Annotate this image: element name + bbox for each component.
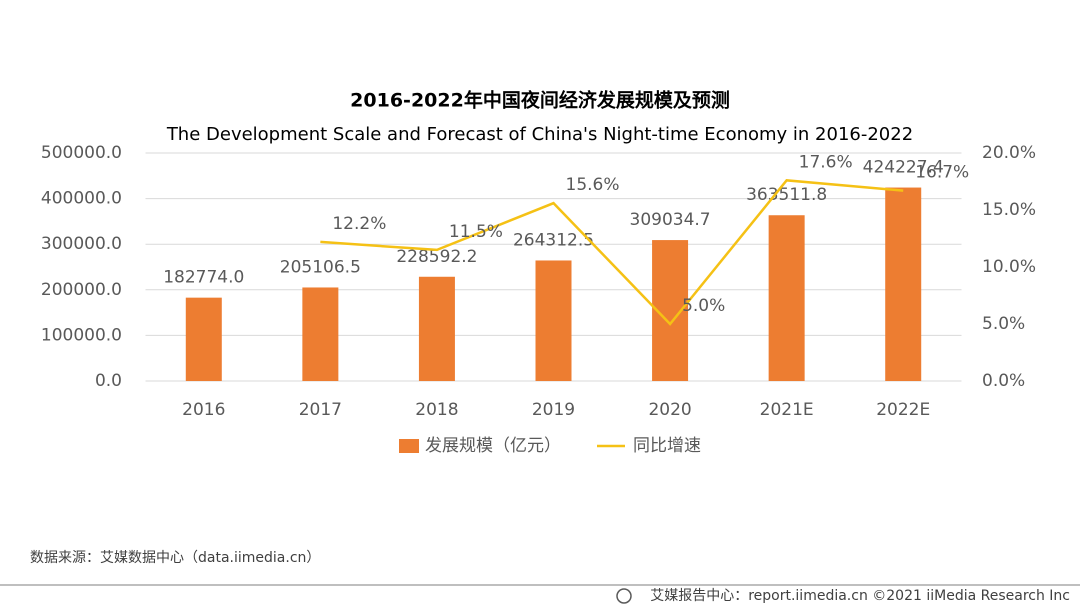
x-tick-label: 2017	[299, 400, 342, 420]
bar-value-label: 205106.5	[280, 257, 361, 277]
footer-icon	[616, 588, 632, 604]
bar	[418, 276, 455, 381]
line-value-label: 11.5%	[449, 222, 503, 242]
y-tick-label: 500000.0	[41, 143, 122, 163]
line-value-label: 17.6%	[799, 152, 853, 172]
line-value-label: 15.6%	[566, 175, 620, 195]
bar	[768, 215, 805, 381]
legend-label: 发展规模（亿元）	[425, 436, 561, 456]
line-value-label: 5.0%	[682, 296, 725, 316]
chart-title: 2016-2022年中国夜间经济发展规模及预测	[350, 89, 730, 112]
y-tick-label: 300000.0	[41, 234, 122, 254]
line-value-label: 16.7%	[915, 163, 969, 183]
x-tick-label: 2018	[415, 400, 458, 420]
bar-value-label: 424227.4	[863, 158, 944, 178]
y-tick-label: 100000.0	[41, 325, 122, 345]
bar-value-label: 309034.7	[630, 210, 711, 230]
bar	[185, 297, 222, 381]
y-tick-label: 0.0	[95, 371, 122, 391]
bar	[302, 287, 339, 381]
line	[320, 179, 904, 326]
footer-text: 艾媒报告中心：report.iimedia.cn ©2021 iiMedia R…	[650, 588, 1070, 604]
source-note: 数据来源：艾媒数据中心（data.iimedia.cn）	[30, 550, 320, 566]
bar	[885, 187, 922, 381]
y-tick-label: 400000.0	[41, 189, 122, 209]
x-tick-label: 2020	[648, 400, 691, 420]
y2-tick-label: 5.0%	[982, 314, 1025, 334]
bar-value-label: 363511.8	[746, 185, 827, 205]
y2-tick-label: 10.0%	[982, 257, 1036, 277]
bar-value-label: 264312.5	[513, 230, 594, 250]
bar-value-label: 228592.2	[396, 247, 477, 267]
x-tick-label: 2021E	[760, 400, 814, 420]
legend-swatch	[399, 439, 419, 453]
y2-tick-label: 15.0%	[982, 200, 1036, 220]
bar	[535, 260, 572, 381]
x-tick-label: 2022E	[876, 400, 930, 420]
bar-value-label: 182774.0	[163, 268, 244, 288]
y2-tick-label: 0.0%	[982, 371, 1025, 391]
y2-tick-label: 20.0%	[982, 143, 1036, 163]
x-tick-label: 2016	[182, 400, 225, 420]
chart-subtitle: The Development Scale and Forecast of Ch…	[166, 124, 913, 145]
y-tick-label: 200000.0	[41, 280, 122, 300]
line-value-label: 12.2%	[332, 214, 386, 234]
x-tick-label: 2019	[532, 400, 575, 420]
legend-label: 同比增速	[633, 436, 701, 456]
